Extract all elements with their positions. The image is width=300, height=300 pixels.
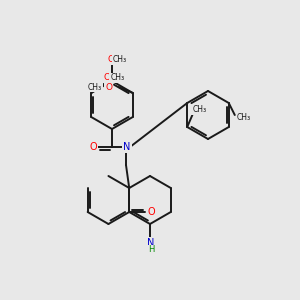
Text: CH₃: CH₃ [192,106,206,115]
Text: N: N [123,142,131,152]
Text: H: H [148,245,154,254]
Text: O: O [105,82,112,91]
Text: CH₃: CH₃ [113,56,127,64]
Text: N: N [147,238,155,248]
Text: O: O [147,207,155,217]
Text: O: O [89,142,97,152]
Text: CH₃: CH₃ [88,82,102,91]
Text: O: O [104,74,111,82]
Text: CH₃: CH₃ [237,113,251,122]
Text: O: O [107,56,115,64]
Text: CH₃: CH₃ [110,74,124,82]
